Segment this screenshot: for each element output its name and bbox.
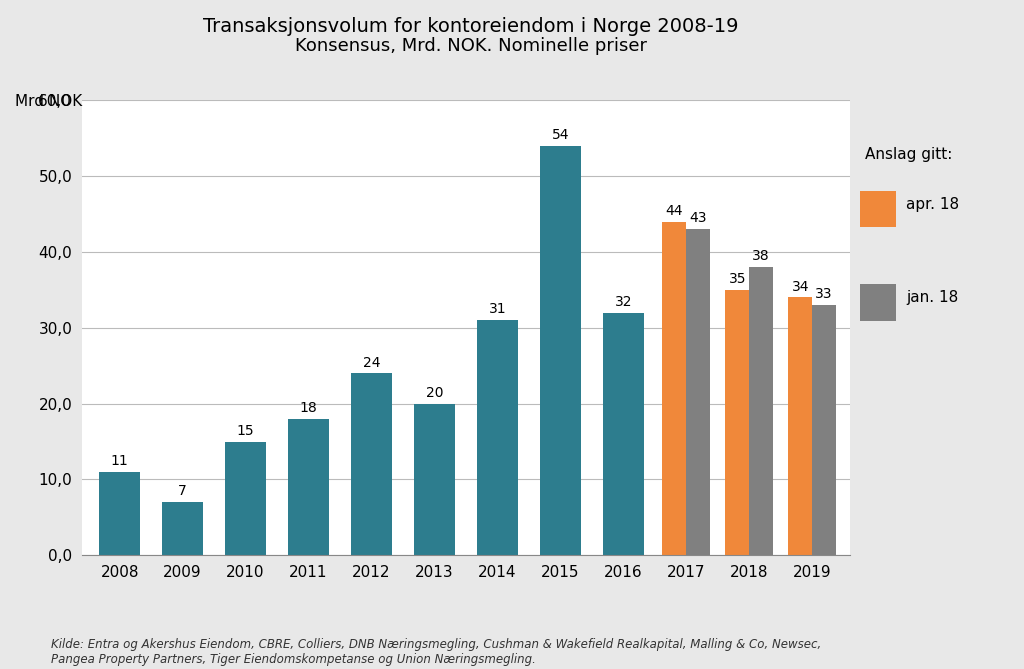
Text: Anslag gitt:: Anslag gitt: (865, 147, 952, 162)
Text: jan. 18: jan. 18 (906, 290, 958, 305)
Text: 35: 35 (728, 272, 746, 286)
Bar (812, 305, 836, 555)
Bar (288, 419, 329, 555)
Text: 33: 33 (815, 287, 833, 301)
Text: 54: 54 (552, 128, 569, 142)
Bar (351, 373, 392, 555)
Text: Transaksjonsvolum for kontoreiendom i Norge 2008-19: Transaksjonsvolum for kontoreiendom i No… (204, 17, 738, 35)
Bar (477, 320, 518, 555)
Bar (162, 502, 203, 555)
Text: 38: 38 (753, 250, 770, 264)
Text: Mrd NOK: Mrd NOK (15, 94, 83, 108)
Bar (414, 403, 455, 555)
Text: 11: 11 (111, 454, 129, 468)
Bar (686, 229, 711, 555)
Text: Kilde: Entra og Akershus Eiendom, CBRE, Colliers, DNB Næringsmegling, Cushman & : Kilde: Entra og Akershus Eiendom, CBRE, … (51, 638, 821, 666)
Bar (788, 298, 812, 555)
Bar (603, 312, 644, 555)
Text: 32: 32 (614, 295, 632, 309)
Text: 7: 7 (178, 484, 187, 498)
Text: 24: 24 (362, 355, 380, 369)
Text: apr. 18: apr. 18 (906, 197, 959, 211)
Text: Konsensus, Mrd. NOK. Nominelle priser: Konsensus, Mrd. NOK. Nominelle priser (295, 37, 647, 55)
Text: 31: 31 (488, 302, 506, 316)
Bar (99, 472, 140, 555)
Text: 43: 43 (689, 211, 707, 225)
Text: 15: 15 (237, 423, 254, 438)
Bar (663, 221, 686, 555)
Text: 44: 44 (666, 204, 683, 218)
Text: 18: 18 (300, 401, 317, 415)
Bar (225, 442, 266, 555)
Bar (750, 267, 773, 555)
Bar (725, 290, 750, 555)
Text: 20: 20 (426, 386, 443, 400)
Text: 34: 34 (792, 280, 809, 294)
Bar (540, 146, 581, 555)
